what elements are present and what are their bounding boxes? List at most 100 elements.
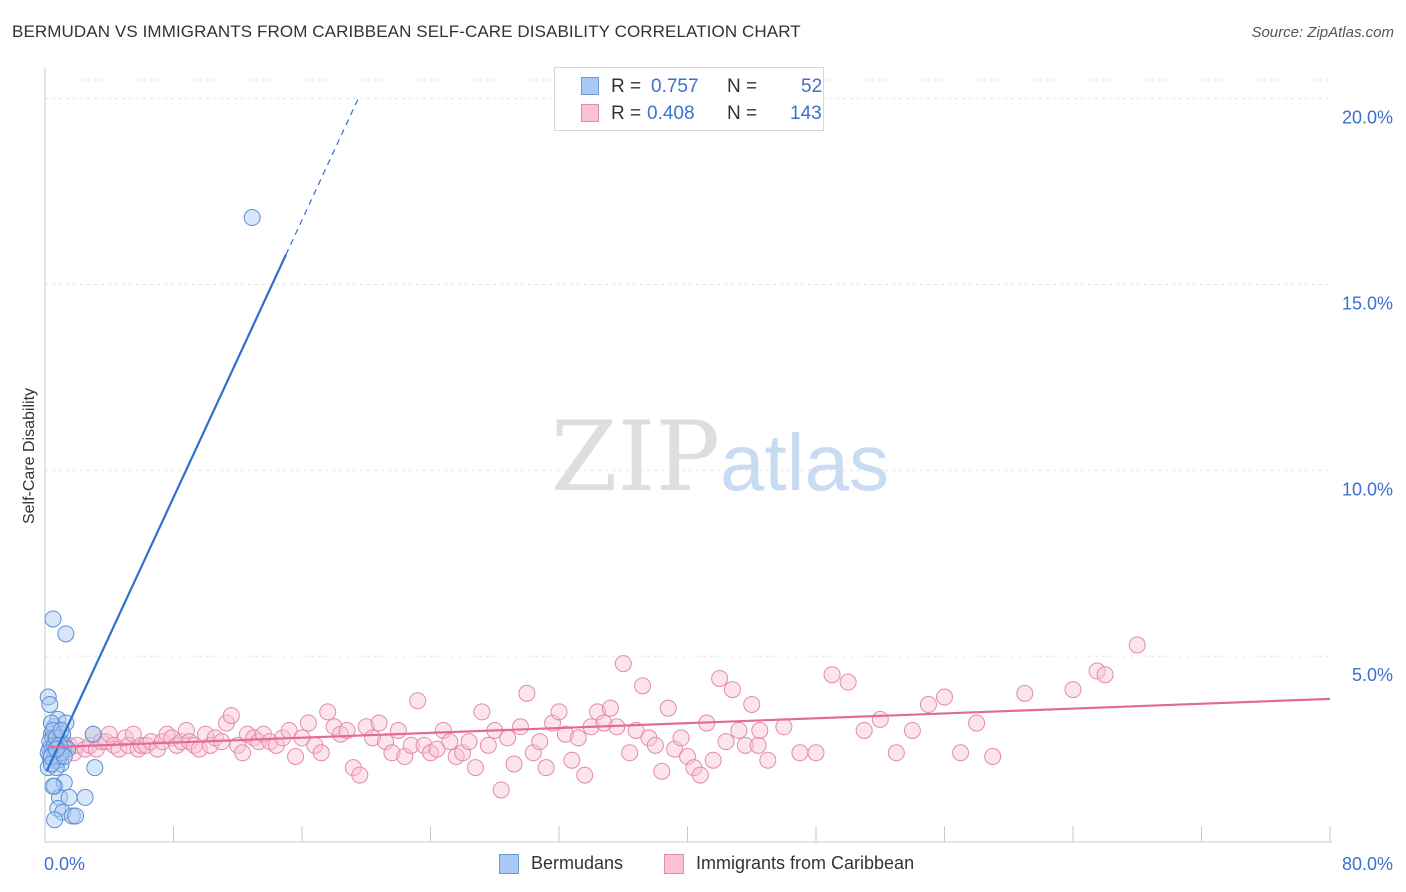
caribbean-point xyxy=(234,744,252,762)
legend-n-label: N = xyxy=(727,76,758,97)
caribbean-point xyxy=(550,703,568,721)
caribbean-point xyxy=(823,666,841,684)
caribbean-point xyxy=(736,736,754,754)
legend-n-value: 143 xyxy=(790,103,822,124)
caribbean-point xyxy=(984,748,1002,766)
caribbean-point xyxy=(646,736,664,754)
x-tick-label: 80.0% xyxy=(1342,854,1393,874)
caribbean-point xyxy=(1096,666,1114,684)
caribbean-point xyxy=(1128,636,1146,654)
caribbean-point xyxy=(759,751,777,769)
bermudan-point xyxy=(44,610,62,628)
bottom-legend-label: Bermudans xyxy=(531,853,624,873)
bottom-legend-label: Immigrants from Caribbean xyxy=(696,853,915,873)
caribbean-point xyxy=(601,699,619,717)
caribbean-point xyxy=(855,721,873,739)
bermudan-point xyxy=(57,625,75,643)
caribbean-point xyxy=(751,721,769,739)
y-tick-label: 20.0% xyxy=(1342,108,1393,128)
legend-r-label: R = xyxy=(611,76,642,97)
bermudan-point xyxy=(243,209,261,227)
caribbean-point xyxy=(492,781,510,799)
caribbean-point xyxy=(319,703,337,721)
caribbean-point xyxy=(919,695,937,713)
bermudan-point xyxy=(46,811,64,829)
caribbean-point xyxy=(537,759,555,777)
legend-r-label: R = xyxy=(611,103,642,124)
caribbean-point xyxy=(383,744,401,762)
caribbean-point xyxy=(807,744,825,762)
y-tick-label: 5.0% xyxy=(1352,665,1393,685)
legend-swatch-caribbean xyxy=(581,104,599,122)
caribbean-point xyxy=(505,755,523,773)
axis-layer: 5.0% 10.0% 15.0% 20.0% 0.0% 80.0% xyxy=(44,68,1393,874)
caribbean-point xyxy=(775,718,793,736)
caribbean-point xyxy=(518,684,536,702)
caribbean-point xyxy=(531,733,549,751)
caribbean-point xyxy=(338,721,356,739)
bermudan-point xyxy=(67,807,85,825)
caribbean-point xyxy=(556,725,574,743)
bermudan-point xyxy=(86,759,104,777)
caribbean-point xyxy=(743,695,761,713)
caribbean-point xyxy=(717,733,735,751)
caribbean-point xyxy=(428,740,446,758)
caribbean-point xyxy=(479,736,497,754)
caribbean-point xyxy=(1064,681,1082,699)
grid-layer xyxy=(45,79,1332,657)
caribbean-point xyxy=(653,762,671,780)
bermudan-point xyxy=(41,695,59,713)
bermudan-point xyxy=(76,788,94,806)
caribbean-point xyxy=(569,729,587,747)
caribbean-point xyxy=(287,748,305,766)
caribbean-point xyxy=(659,699,677,717)
x-tick-label: 0.0% xyxy=(44,854,85,874)
caribbean-point xyxy=(711,669,729,687)
caribbean-trend-line xyxy=(49,697,1331,749)
caribbean-point xyxy=(903,721,921,739)
y-tick-label: 15.0% xyxy=(1342,293,1393,313)
caribbean-point xyxy=(132,736,150,754)
watermark-zip: ZIP xyxy=(551,401,720,513)
legend-swatch-bermudans xyxy=(581,77,599,95)
points-layer xyxy=(39,209,1146,829)
caribbean-point xyxy=(299,714,317,732)
chart-title: BERMUDAN VS IMMIGRANTS FROM CARIBBEAN SE… xyxy=(12,22,801,41)
bottom-legend-swatch xyxy=(499,854,519,874)
caribbean-point xyxy=(672,729,690,747)
caribbean-point xyxy=(1016,684,1034,702)
caribbean-point xyxy=(691,766,709,784)
caribbean-point xyxy=(499,729,517,747)
bermudan-point xyxy=(84,725,102,743)
caribbean-point xyxy=(441,733,459,751)
caribbean-point xyxy=(1088,662,1106,680)
y-tick-label: 10.0% xyxy=(1342,479,1393,499)
bermudans-trend-line xyxy=(45,254,287,772)
source-credit: Source: ZipAtlas.com xyxy=(1251,24,1394,41)
bottom-legend-swatch xyxy=(664,854,684,874)
caribbean-point xyxy=(473,703,491,721)
legend-n-value: 52 xyxy=(801,76,823,97)
caribbean-point xyxy=(871,710,889,728)
legend-r-value: 0.408 xyxy=(647,103,695,124)
caribbean-point xyxy=(511,718,529,736)
caribbean-point xyxy=(222,707,240,725)
bermudan-point xyxy=(44,777,62,795)
caribbean-point xyxy=(723,681,741,699)
caribbean-point xyxy=(409,692,427,710)
caribbean-point xyxy=(791,744,809,762)
legend-n-label: N = xyxy=(727,103,758,124)
caribbean-point xyxy=(312,744,330,762)
watermark-atlas: atlas xyxy=(720,418,889,507)
caribbean-point xyxy=(968,714,986,732)
caribbean-point xyxy=(749,736,767,754)
caribbean-point xyxy=(466,759,484,777)
caribbean-point xyxy=(621,744,639,762)
caribbean-point xyxy=(634,677,652,695)
caribbean-point xyxy=(351,766,369,784)
caribbean-point xyxy=(389,721,407,739)
caribbean-point xyxy=(704,751,722,769)
caribbean-point xyxy=(563,751,581,769)
caribbean-point xyxy=(952,744,970,762)
